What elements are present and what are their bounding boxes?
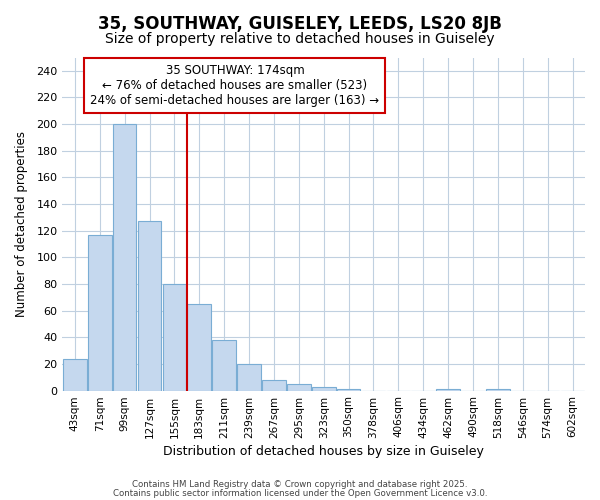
X-axis label: Distribution of detached houses by size in Guiseley: Distribution of detached houses by size …	[163, 444, 484, 458]
Bar	[486, 389, 510, 390]
Bar	[63, 358, 87, 390]
Bar	[287, 384, 311, 390]
Bar	[312, 386, 335, 390]
Title: 35, SOUTHWAY, GUISELEY, LEEDS, LS20 8JB
Size of property relative to detached ho: 35, SOUTHWAY, GUISELEY, LEEDS, LS20 8JB …	[0, 499, 1, 500]
Bar	[436, 389, 460, 390]
Text: Size of property relative to detached houses in Guiseley: Size of property relative to detached ho…	[105, 32, 495, 46]
Y-axis label: Number of detached properties: Number of detached properties	[15, 131, 28, 317]
Bar	[113, 124, 136, 390]
Bar	[88, 234, 112, 390]
Bar	[262, 380, 286, 390]
Text: Contains public sector information licensed under the Open Government Licence v3: Contains public sector information licen…	[113, 488, 487, 498]
Bar	[163, 284, 186, 391]
Text: Contains HM Land Registry data © Crown copyright and database right 2025.: Contains HM Land Registry data © Crown c…	[132, 480, 468, 489]
Text: 35, SOUTHWAY, GUISELEY, LEEDS, LS20 8JB: 35, SOUTHWAY, GUISELEY, LEEDS, LS20 8JB	[98, 15, 502, 33]
Bar	[237, 364, 261, 390]
Bar	[212, 340, 236, 390]
Text: 35 SOUTHWAY: 174sqm
← 76% of detached houses are smaller (523)
24% of semi-detac: 35 SOUTHWAY: 174sqm ← 76% of detached ho…	[91, 64, 379, 107]
Bar	[337, 389, 361, 390]
Bar	[138, 222, 161, 390]
Bar	[187, 304, 211, 390]
